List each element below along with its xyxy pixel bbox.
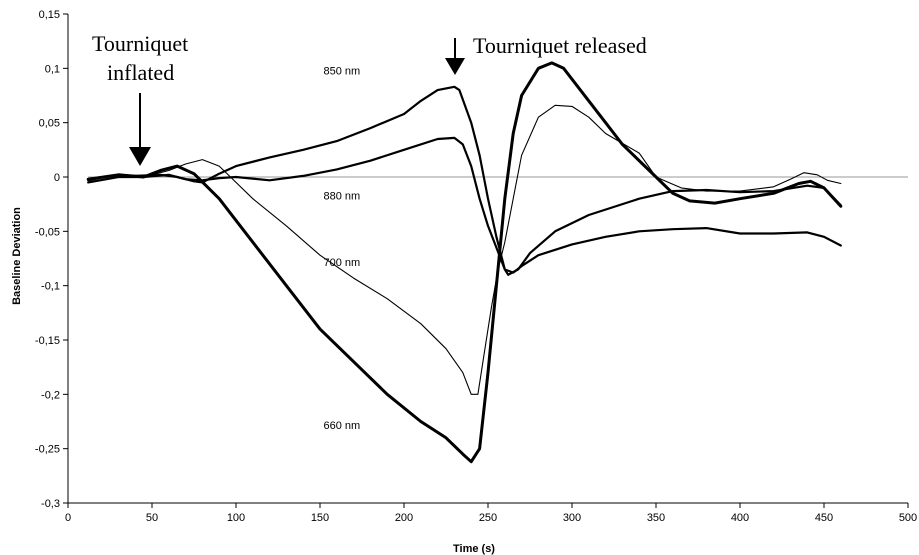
y-tick-label: -0,15 bbox=[35, 335, 60, 347]
axes: 0 50 100 150 200 250 300 350 400 450 500 0,15 0,1 0,0… bbox=[35, 9, 917, 524]
y-tick-label: 0,05 bbox=[39, 118, 60, 130]
x-tick-label: 350 bbox=[647, 512, 665, 524]
annotation-released: Tourniquet released bbox=[473, 33, 647, 58]
annotation-inflated-line2: inflated bbox=[107, 60, 174, 85]
x-tick-label: 150 bbox=[311, 512, 329, 524]
y-tick-label: -0,1 bbox=[41, 281, 60, 293]
x-tick-label: 0 bbox=[65, 512, 71, 524]
series-label-880-nm: 880 nm bbox=[323, 190, 360, 202]
down-arrow-icon bbox=[129, 93, 151, 166]
x-tick-label: 250 bbox=[479, 512, 497, 524]
y-tick-label: 0,15 bbox=[39, 9, 60, 21]
x-tick-label: 450 bbox=[815, 512, 833, 524]
series-label-660-nm: 660 nm bbox=[323, 420, 360, 432]
x-axis-title: Time (s) bbox=[453, 543, 495, 555]
y-tick-label: -0,3 bbox=[41, 498, 60, 510]
series-line-880-nm bbox=[87, 136, 842, 274]
y-axis-title: Baseline Deviation bbox=[11, 207, 23, 305]
annotation-tourniquet-inflated: Tourniquet inflated bbox=[92, 31, 188, 166]
y-tick-label: 0 bbox=[54, 172, 60, 184]
down-arrow-icon bbox=[445, 38, 465, 75]
x-tick-label: 400 bbox=[731, 512, 749, 524]
series-label-850-nm: 850 nm bbox=[323, 66, 360, 78]
series-line-660-nm bbox=[86, 61, 843, 464]
x-tick-label: 500 bbox=[899, 512, 917, 524]
x-tick-label: 100 bbox=[227, 512, 245, 524]
series-group bbox=[86, 61, 843, 464]
y-tick-label: -0,2 bbox=[41, 389, 60, 401]
x-tick-label: 300 bbox=[563, 512, 581, 524]
annotation-inflated-line1: Tourniquet bbox=[92, 31, 188, 56]
annotation-tourniquet-released: Tourniquet released bbox=[445, 33, 647, 75]
y-tick-label: -0,05 bbox=[35, 226, 60, 238]
y-tick-label: 0,1 bbox=[45, 63, 60, 75]
y-tick-label: -0,25 bbox=[35, 444, 60, 456]
x-tick-label: 200 bbox=[395, 512, 413, 524]
series-labels: 850 nm 880 nm 700 nm 660 nm bbox=[323, 66, 360, 432]
x-tick-label: 50 bbox=[146, 512, 158, 524]
series-label-700-nm: 700 nm bbox=[323, 257, 360, 269]
